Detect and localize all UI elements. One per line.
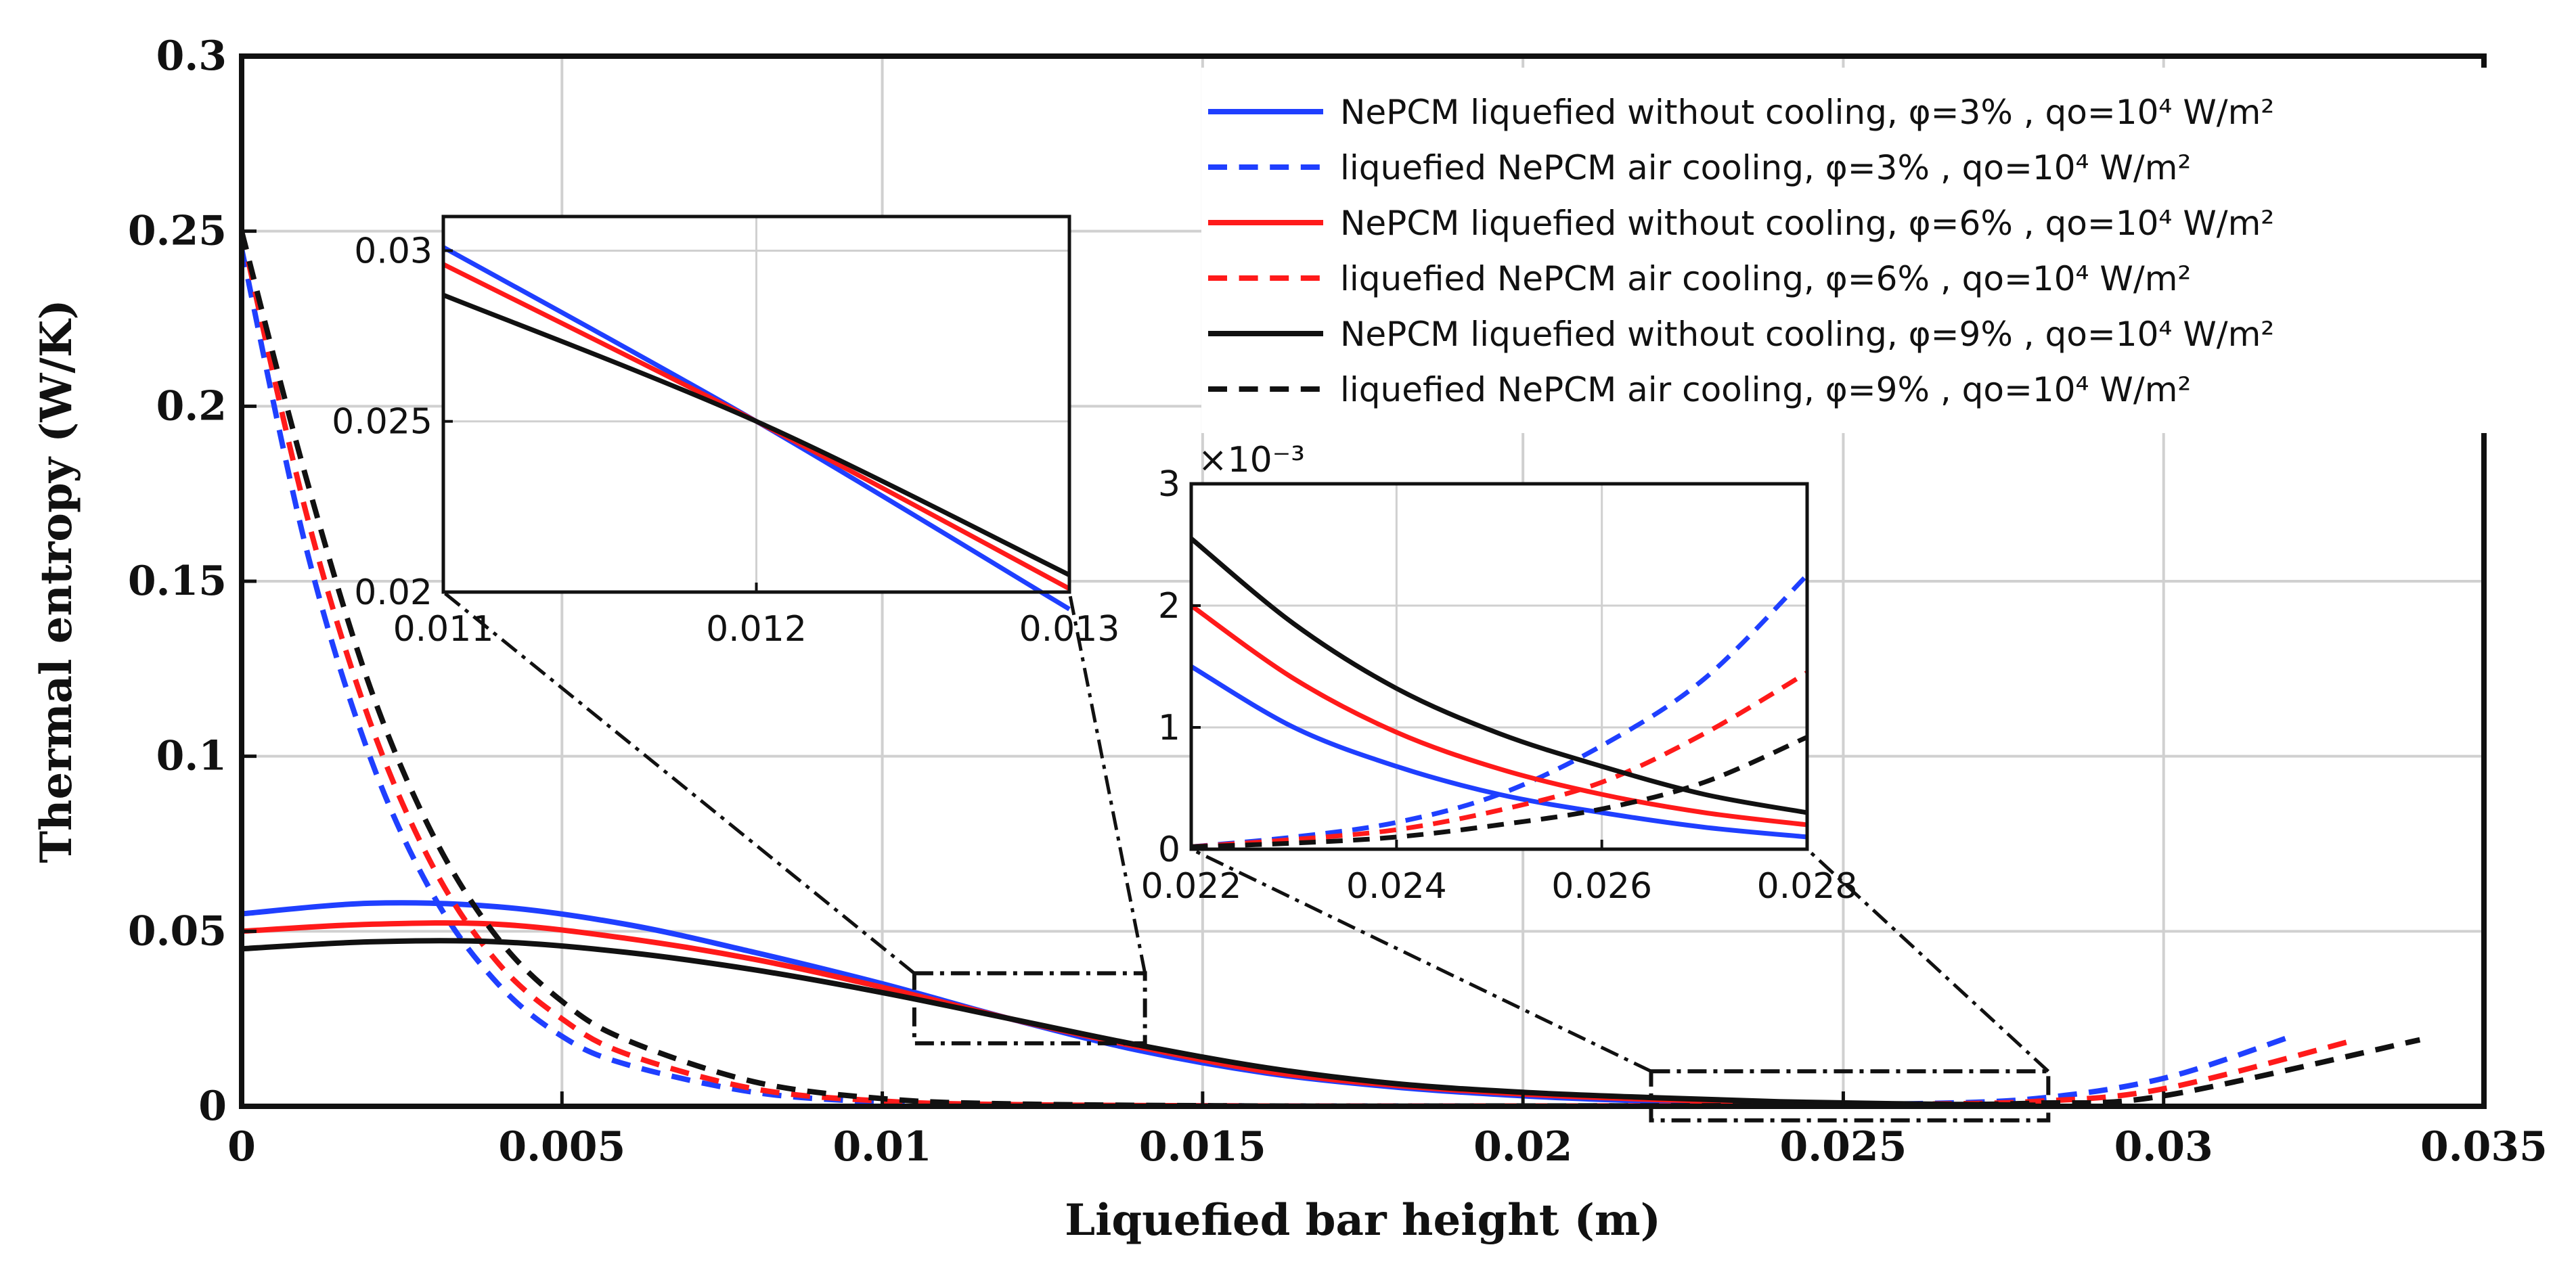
legend-label-s4: liquefied NePCM air cooling, φ=6% , qo=1… bbox=[1340, 259, 2191, 298]
inset-background bbox=[1191, 484, 1807, 849]
inset-y-tick-label: 0.025 bbox=[332, 402, 432, 443]
x-axis-title: Liquefied bar height (m) bbox=[1065, 1195, 1661, 1246]
x-tick-label: 0 bbox=[227, 1123, 256, 1171]
legend-label-s6: liquefied NePCM air cooling, φ=9% , qo=1… bbox=[1340, 370, 2191, 409]
y-tick-label: 0.1 bbox=[156, 733, 227, 780]
legend-label-s3: NePCM liquefied without cooling, φ=6% , … bbox=[1340, 204, 2274, 243]
inset-series-line-s6 bbox=[1191, 735, 1808, 849]
inset-x-tick-label: 0.012 bbox=[706, 609, 807, 650]
y-axis-title: Thermal entropy (W/K) bbox=[31, 299, 82, 863]
inset-y-tick-label: 0 bbox=[1158, 830, 1180, 870]
main-axis-ticks: 0 0.005 0.01 0.015 0.02 0.025 0.03 0.035 0 0.05 0.… bbox=[128, 32, 2548, 1171]
inset-series-line-s5 bbox=[1189, 537, 1808, 815]
y-tick-label: 0.25 bbox=[128, 208, 227, 255]
inset-y-tick-label: 1 bbox=[1158, 708, 1180, 748]
zoom-boxes bbox=[442, 591, 2051, 1123]
inset-series-line-s5 bbox=[442, 292, 1071, 577]
inset-x-tick-label: 0.024 bbox=[1346, 866, 1447, 907]
inset-series-line-s4 bbox=[1191, 670, 1808, 849]
x-tick-label: 0.015 bbox=[1139, 1123, 1266, 1171]
legend-background bbox=[1201, 68, 2487, 433]
x-tick-label: 0.01 bbox=[833, 1123, 932, 1171]
legend-label-s5: NePCM liquefied without cooling, φ=9% , … bbox=[1340, 315, 2274, 354]
inset-x-tick-label: 0.028 bbox=[1757, 866, 1858, 907]
inset-zoom-left: 0.011 0.012 0.013 0.02 0.025 0.03 bbox=[332, 214, 1120, 650]
y-tick-label: 0.3 bbox=[156, 32, 227, 80]
x-tick-label: 0.005 bbox=[498, 1123, 625, 1171]
inset-x-tick-label: 0.026 bbox=[1551, 866, 1652, 907]
y-tick-label: 0 bbox=[198, 1083, 227, 1130]
zoom-connector bbox=[1190, 847, 1652, 1073]
inset-zoom-right: 0.022 0.024 0.026 0.028 0 1 2 3 ×10⁻³ bbox=[1141, 440, 1858, 907]
y-tick-label: 0.2 bbox=[156, 382, 227, 430]
inset-y-tick-label: 0.02 bbox=[354, 572, 432, 613]
inset-y-tick-label: 3 bbox=[1158, 464, 1180, 505]
zoom-box-2 bbox=[1649, 1069, 2051, 1123]
x-tick-label: 0.035 bbox=[2420, 1123, 2548, 1171]
inset-x-tick-label: 0.022 bbox=[1141, 866, 1242, 907]
inset-exponent-label: ×10⁻³ bbox=[1198, 440, 1305, 480]
inset-frame bbox=[1189, 482, 1809, 851]
y-tick-label: 0.05 bbox=[128, 907, 227, 955]
legend-label-s1: NePCM liquefied without cooling, φ=3% , … bbox=[1340, 93, 2274, 132]
y-tick-label: 0.15 bbox=[128, 558, 227, 605]
inset-series-line-s2 bbox=[1191, 573, 1809, 849]
zoom-connector bbox=[1806, 848, 2050, 1073]
legend-label-s2: liquefied NePCM air cooling, φ=3% , qo=1… bbox=[1340, 148, 2191, 187]
x-tick-label: 0.03 bbox=[2114, 1123, 2213, 1171]
legend: NePCM liquefied without cooling, φ=3% , … bbox=[1201, 68, 2487, 433]
inset-x-tick-label: 0.011 bbox=[393, 609, 494, 650]
inset-y-tick-label: 0.03 bbox=[354, 231, 432, 271]
zoom-connector bbox=[442, 591, 916, 975]
inset-series-line-s3 bbox=[1189, 604, 1808, 828]
zoom-connector bbox=[1067, 591, 1147, 974]
x-tick-label: 0.025 bbox=[1779, 1123, 1907, 1171]
inset-y-tick-label: 2 bbox=[1158, 586, 1180, 627]
inset-x-tick-label: 0.013 bbox=[1019, 609, 1120, 650]
zoom-box-1 bbox=[912, 971, 1147, 1045]
x-tick-label: 0.02 bbox=[1473, 1123, 1572, 1171]
